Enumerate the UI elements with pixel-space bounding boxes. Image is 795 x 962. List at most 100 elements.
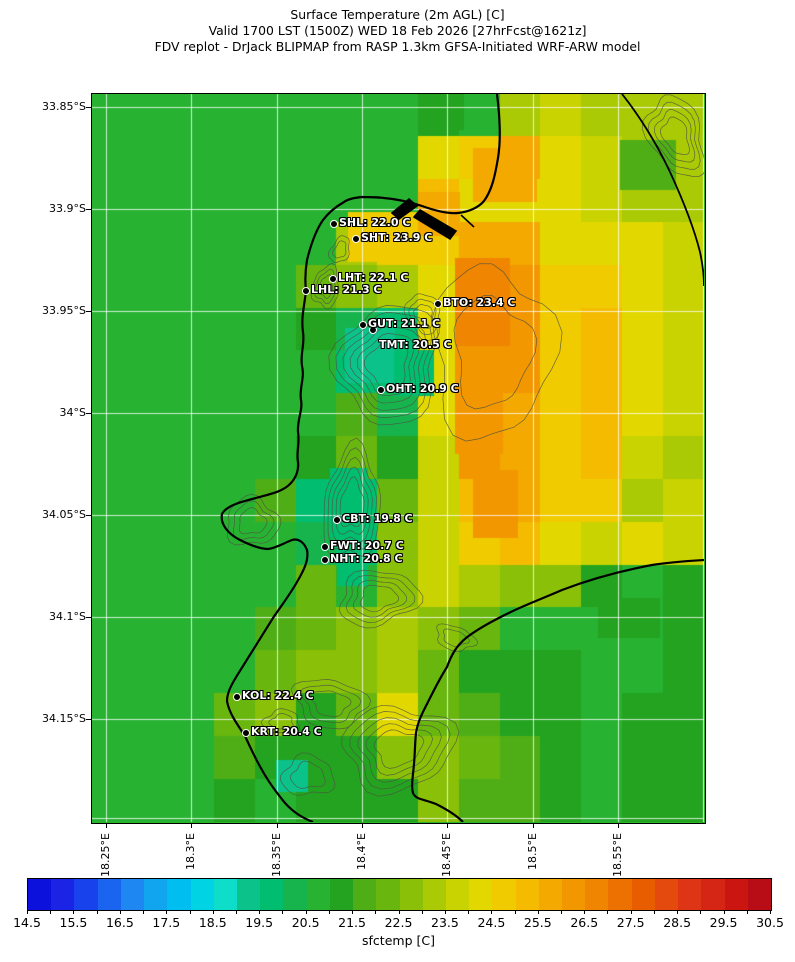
contour-line — [289, 760, 326, 789]
contour-line — [432, 263, 563, 442]
colorbar-segment — [120, 879, 145, 910]
station-label-sht: SHT: 23.9 C — [361, 231, 433, 244]
colorbar-tick-label: 19.5 — [245, 915, 274, 930]
contour-line — [403, 293, 441, 341]
map-plot-area: SHL: 22.0 C SHT: 23.9 C LHT: 22.1 C LHL: 21… — [91, 93, 706, 824]
colorbar-segment — [329, 879, 354, 910]
colorbar-segment — [469, 879, 493, 910]
colorbar-tick-label: 24.5 — [477, 915, 506, 930]
colorbar-tick-label: 17.5 — [152, 915, 181, 930]
contour-line — [356, 333, 415, 397]
contour-line — [436, 623, 479, 653]
contour-line — [327, 235, 350, 263]
contour-line — [238, 507, 268, 535]
colorbar-segment — [724, 879, 748, 910]
station-marker-lht — [329, 275, 337, 283]
contour-line — [314, 268, 337, 305]
colorbar-segment — [144, 879, 168, 910]
contour-line — [232, 500, 275, 540]
contour-line — [227, 493, 282, 546]
contour-line — [310, 263, 340, 310]
harbor-piers-icon — [390, 197, 475, 241]
station-marker-nht — [321, 556, 329, 564]
map-overlay — [220, 94, 704, 822]
station-label-kol: KOL: 22.4 C — [242, 689, 314, 702]
colorbar-segment — [260, 879, 284, 910]
colorbar-segment — [747, 879, 771, 910]
contour-line — [413, 304, 433, 330]
contour-line — [352, 579, 408, 618]
colorbar-segment — [190, 879, 214, 910]
colorbar-segment — [376, 879, 400, 910]
colorbar-segment — [608, 879, 632, 910]
contour-line — [660, 116, 690, 156]
station-label-bto: BTO: 23.4 C — [443, 296, 516, 309]
colorbar-segment — [515, 879, 539, 910]
station-marker-sht — [352, 235, 360, 243]
contour-line — [290, 679, 372, 730]
colorbar-segment — [283, 879, 307, 910]
title-line-3: FDV replot - DrJack BLIPMAP from RASP 1.… — [154, 39, 641, 54]
colorbar-segment — [701, 879, 725, 910]
lat-tick-label: 34.1°S — [49, 610, 86, 623]
contour-line — [338, 569, 424, 629]
station-label-shl: SHL: 22.0 C — [339, 216, 411, 229]
colorbar-segment — [538, 879, 563, 910]
station-marker-kol — [233, 693, 241, 701]
station-marker-cbt — [333, 516, 341, 524]
contour-line — [260, 708, 300, 734]
station-marker-oht — [377, 386, 385, 394]
contour-line — [349, 711, 451, 790]
contour-line — [641, 94, 704, 178]
colorbar-segment — [492, 879, 516, 910]
contour-line — [653, 109, 696, 163]
colorbar-gradient — [27, 878, 772, 911]
contour-line — [300, 684, 362, 724]
station-marker-bto — [434, 300, 442, 308]
colorbar-tick-label: 16.5 — [105, 915, 134, 930]
station-marker-gut — [359, 321, 367, 329]
contour-line — [339, 476, 365, 528]
station-label-lht: LHT: 22.1 C — [338, 271, 409, 284]
contour-line — [280, 752, 336, 796]
colorbar-tick-label: 27.5 — [616, 915, 645, 930]
contour-line — [342, 319, 427, 411]
contour-line — [349, 326, 421, 404]
colorbar-tick-label: 20.5 — [291, 915, 320, 930]
contour-lines — [227, 94, 704, 797]
colorbar-segment — [74, 879, 98, 910]
colorbar-tick-label: 14.5 — [13, 915, 41, 930]
coastline-east — [411, 558, 704, 822]
colorbar-segment — [51, 879, 75, 910]
contour-line — [453, 295, 538, 410]
contour-line — [335, 466, 369, 535]
colorbar-tick-label: 29.5 — [709, 915, 738, 930]
colorbar-segment — [678, 879, 702, 910]
lat-tick-label: 34.05°S — [42, 508, 86, 521]
station-label-oht: OHT: 20.9 C — [386, 382, 459, 395]
station-marker-fwt — [321, 543, 329, 551]
station-label-gut: GUT: 21.1 C — [368, 317, 441, 330]
title-line-1: Surface Temperature (2m AGL) [C] — [290, 7, 505, 22]
station-marker-shl — [330, 220, 338, 228]
contour-line — [345, 574, 416, 623]
lat-tick-label: 34.15°S — [42, 712, 86, 725]
boundary-line — [621, 94, 704, 287]
lat-tick-label: 33.85°S — [42, 100, 86, 113]
colorbar-segment — [213, 879, 237, 910]
colorbar-tick-label: 23.5 — [431, 915, 459, 930]
lat-tick-label: 33.9°S — [49, 202, 86, 215]
contour-line — [323, 437, 381, 557]
contour-line — [357, 717, 442, 783]
station-marker-lhl — [302, 287, 310, 295]
colorbar-segment — [445, 879, 470, 910]
colorbar-tick-label: 30.5 — [756, 915, 784, 930]
colorbar-segment — [97, 879, 121, 910]
colorbar-tick-label: 18.5 — [198, 915, 227, 930]
colorbar-tick-label: 25.5 — [523, 915, 552, 930]
lat-tick-label: 34°S — [59, 406, 86, 419]
colorbar-tick-label: 21.5 — [338, 915, 366, 930]
colorbar-segment — [654, 879, 679, 910]
colorbar-tick-label: 15.5 — [59, 915, 88, 930]
